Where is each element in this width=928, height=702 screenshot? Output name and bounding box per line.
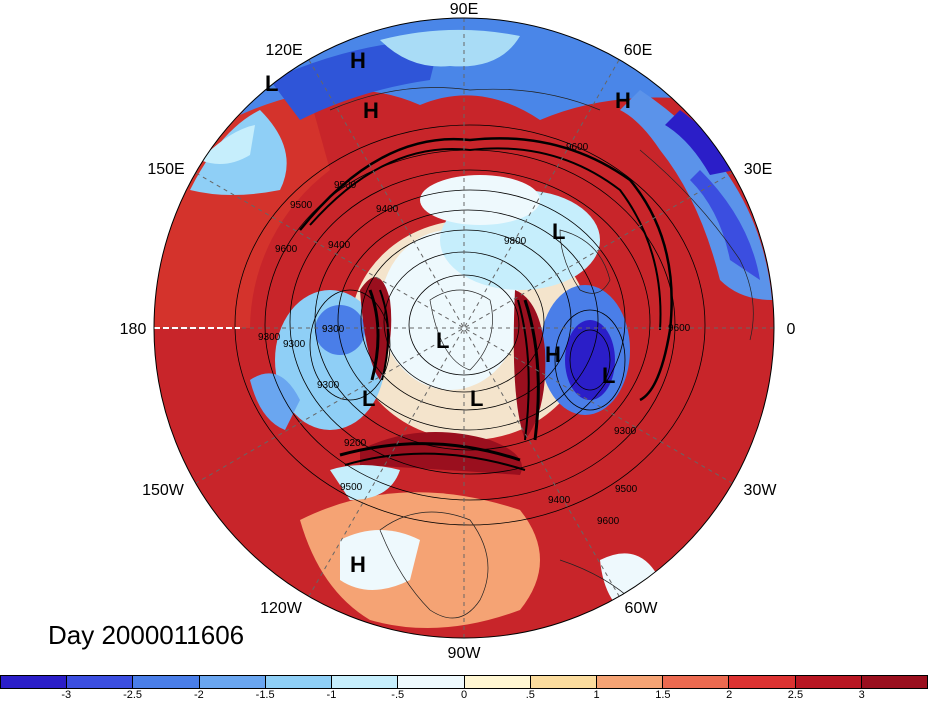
lon-label-120e: 120E [265, 42, 302, 59]
low-pressure-label: L [362, 386, 375, 411]
contour-label: 9300 [317, 380, 340, 391]
high-pressure-label: H [545, 342, 561, 367]
lon-label-120w: 120W [260, 600, 303, 617]
high-pressure-label: H [363, 98, 379, 123]
coastlines [329, 87, 754, 621]
contour-label: 9600 [275, 244, 298, 255]
colorbar-cell [332, 676, 399, 688]
contour-label: 9500 [615, 484, 638, 495]
lon-label-60w: 60W [625, 600, 659, 617]
high-pressure-label: H [615, 88, 631, 113]
lon-label-90w: 90W [448, 645, 482, 662]
colorbar-tick-label: .5 [525, 689, 535, 701]
low-pressure-label: L [470, 386, 483, 411]
contour-label: 9800 [504, 236, 527, 247]
colorbar-tick-label: 3 [858, 689, 865, 701]
contour-label: 9400 [328, 240, 351, 251]
low-pressure-label: L [436, 328, 449, 353]
contour-label: 9500 [290, 200, 313, 211]
longitude-labels: 90E 60E 30E 0 30W 60W 90W 120W 150W 180 … [120, 1, 796, 662]
colorbar-tick-label: 2.5 [787, 689, 804, 701]
graticule [154, 18, 774, 638]
contour-label: 9600 [566, 142, 589, 153]
colorbar-tick-label: -2.5 [123, 689, 143, 701]
colorbar-cell [67, 676, 134, 688]
colorbar-tick-label: -2 [193, 689, 204, 701]
colorbar-tick-label: 2 [726, 689, 733, 701]
colorbar-tick-label: -1 [326, 689, 337, 701]
colorbar-cell [265, 676, 333, 688]
contour-label: 9300 [322, 324, 345, 335]
contour-label: 9400 [548, 495, 571, 506]
day-label: Day 2000011606 [48, 620, 245, 650]
colorbar-cell [596, 676, 664, 688]
lon-label-60e: 60E [624, 42, 652, 59]
low-pressure-label: L [602, 363, 615, 388]
colorbar-tick-label: 1 [593, 689, 600, 701]
map-border [153, 17, 775, 639]
colorbar-cell [795, 676, 862, 688]
lon-label-90e: 90E [450, 1, 478, 18]
low-pressure-label: L [552, 219, 565, 244]
colorbar-cell [398, 676, 465, 688]
contour-label: 9200 [344, 438, 367, 449]
colorbar-tick-label: 0 [460, 689, 468, 701]
colorbar-cell [530, 676, 597, 688]
lon-label-30w: 30W [744, 482, 778, 499]
low-pressure-label: L [265, 71, 278, 96]
contour-labels: 9600 9500 9400 9300 9300 9300 9200 9500 … [258, 142, 691, 527]
contour-label: 9500 [340, 482, 363, 493]
colorbar-tick-label: -1.5 [255, 689, 275, 701]
colorbar-cell [729, 676, 796, 688]
high-pressure-label: H [350, 552, 366, 577]
colorbar-cell [1, 676, 68, 688]
contour-label: 9500 [334, 180, 357, 191]
contour-label: 9600 [597, 516, 620, 527]
colorbar-cell [133, 676, 200, 688]
colorbar-cell [464, 676, 531, 688]
contour-label: 9300 [614, 426, 637, 437]
colorbar-cell [861, 676, 928, 688]
high-pressure-label: H [350, 48, 366, 73]
contour-lines [234, 124, 706, 526]
contour-label: 9600 [668, 323, 691, 334]
colorbar-cell [199, 676, 266, 688]
colorbar-ticks: -3 -2.5 -2 -1.5 -1 -.5 0 .5 1 1.5 2 2.5 3 [0, 689, 928, 702]
lon-label-150w: 150W [142, 482, 185, 499]
lon-label-150e: 150E [147, 161, 184, 178]
lon-label-0: 0 [787, 321, 796, 338]
contour-label: 9300 [258, 332, 281, 343]
colorbar-tick-label: -3 [61, 689, 72, 701]
lon-label-180: 180 [120, 321, 147, 338]
pressure-centers: H H L H H L L L H L L H [265, 48, 631, 577]
colorbar-tick-label: -.5 [391, 689, 405, 701]
colorbar-cell [663, 676, 730, 688]
contour-label: 9400 [376, 204, 399, 215]
contour-label: 9300 [283, 339, 306, 350]
colorbar [0, 675, 928, 689]
colorbar-tick-label: 1.5 [655, 689, 671, 701]
lon-label-30e: 30E [744, 161, 772, 178]
